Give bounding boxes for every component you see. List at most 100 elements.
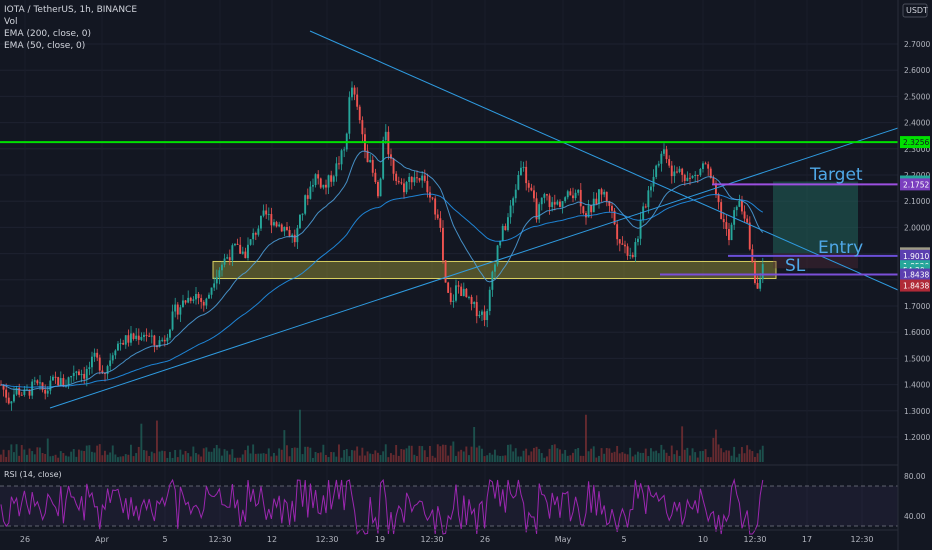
candle — [634, 242, 637, 258]
rsi-indicator-label[interactable]: RSI (14, close) — [4, 470, 62, 479]
candle — [28, 389, 31, 396]
time-tick: 12 — [267, 535, 277, 544]
candle — [624, 244, 626, 247]
candle — [678, 168, 681, 172]
volume-bar — [572, 452, 574, 462]
candle — [309, 186, 312, 199]
candle — [468, 296, 470, 298]
candle — [374, 172, 377, 182]
candle — [83, 373, 86, 379]
candle — [384, 131, 387, 141]
volume-bar — [585, 414, 587, 462]
candle — [598, 189, 600, 205]
volume-bar — [735, 457, 738, 462]
candle — [143, 334, 145, 338]
volume-bar — [31, 451, 34, 462]
candle — [10, 401, 13, 404]
volume-bar — [184, 451, 187, 462]
candle — [579, 189, 582, 207]
volume-bar — [101, 455, 104, 462]
currency-label: USDT — [906, 6, 928, 15]
volume-bar — [85, 445, 88, 462]
volume-bar — [304, 446, 307, 462]
candle — [572, 195, 574, 199]
candle — [429, 192, 431, 198]
candle — [20, 394, 23, 396]
volume-bar — [530, 451, 533, 462]
volume-bar — [556, 448, 559, 462]
candles — [0, 81, 764, 411]
candle — [158, 340, 161, 348]
volume-bar — [278, 448, 281, 462]
volume-bar — [455, 455, 457, 462]
time-tick: 12:30 — [743, 535, 766, 544]
volume-bar — [26, 454, 28, 462]
candle — [522, 166, 525, 168]
symbol-title[interactable]: IOTA / TetherUS, 1h, BINANCE — [4, 5, 138, 15]
volume-bar — [416, 456, 418, 462]
candle — [371, 159, 374, 173]
candle — [195, 293, 197, 300]
volume-bar — [78, 449, 80, 462]
candle — [31, 381, 34, 396]
candle — [330, 175, 333, 182]
volume-bar — [325, 454, 327, 462]
volume-bar — [655, 450, 658, 462]
volume-bar — [252, 444, 255, 462]
candle — [348, 97, 351, 134]
currency-box — [902, 3, 928, 18]
candle — [644, 206, 647, 208]
price-tick: 1.6000 — [904, 328, 930, 337]
candle — [639, 219, 642, 239]
volume-bar — [494, 449, 496, 462]
volume-bar — [33, 454, 36, 462]
time-tick: Apr — [95, 535, 110, 544]
volume-bar — [457, 451, 460, 462]
volume-bar — [364, 455, 366, 462]
time-axis[interactable]: 26 Apr 5 12:30 12 12:30 19 12:30 26 May 5 10 12:30 17… — [20, 535, 874, 544]
ascending-trendline[interactable] — [49, 127, 899, 409]
indicator-ema200[interactable]: EMA (200, close, 0) — [4, 29, 92, 39]
volume-bar — [574, 449, 577, 462]
candle — [273, 222, 275, 226]
volume-bar — [470, 446, 473, 462]
volume-bar — [707, 457, 710, 462]
indicator-vol[interactable]: Vol — [4, 17, 18, 27]
price-axis[interactable]: USDT2.70002.60002.50002.40002.30002.2000… — [897, 0, 932, 550]
volume-bar — [689, 455, 691, 462]
volume-bar — [527, 455, 530, 462]
volume-bar — [140, 423, 143, 462]
candle — [670, 165, 673, 177]
volume-bar — [546, 456, 548, 462]
volume-bar — [158, 451, 161, 462]
candle — [637, 238, 639, 243]
volume-bar — [642, 452, 645, 462]
volume-bar — [5, 456, 8, 462]
candle — [254, 233, 257, 235]
candle — [436, 214, 439, 219]
candle — [239, 244, 242, 254]
candle — [499, 240, 502, 246]
volume-bar — [72, 449, 75, 462]
candle — [663, 149, 665, 154]
indicator-ema50[interactable]: EMA (50, close, 0) — [4, 41, 86, 51]
volume-bar — [644, 448, 647, 462]
candle — [473, 302, 476, 305]
volume-bar — [98, 444, 101, 462]
volume-bar — [335, 456, 338, 462]
volume-bar — [452, 441, 455, 462]
candle — [257, 228, 260, 235]
volume-bar — [41, 452, 44, 462]
volume-bar — [176, 457, 179, 462]
candle — [728, 229, 730, 241]
time-tick: 12:30 — [420, 535, 443, 544]
descending-trendline[interactable] — [309, 30, 899, 291]
volume-bar — [670, 445, 673, 462]
price-tag — [900, 249, 930, 262]
chart-legend: IOTA / TetherUS, 1h, BINANCE Vol EMA (20… — [4, 4, 137, 52]
price-tick: 2.5000 — [904, 92, 930, 101]
stop-box[interactable] — [773, 253, 858, 269]
candle — [353, 87, 356, 95]
volume-bar — [288, 456, 291, 462]
